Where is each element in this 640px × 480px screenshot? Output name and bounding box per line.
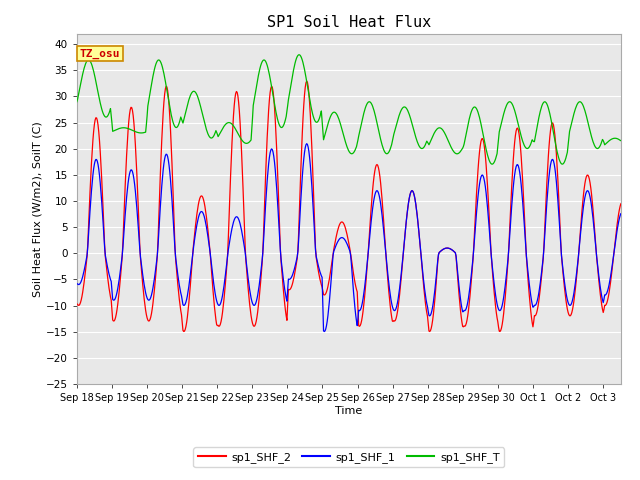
Title: SP1 Soil Heat Flux: SP1 Soil Heat Flux (267, 15, 431, 30)
Legend: sp1_SHF_2, sp1_SHF_1, sp1_SHF_T: sp1_SHF_2, sp1_SHF_1, sp1_SHF_T (193, 447, 504, 467)
X-axis label: Time: Time (335, 406, 362, 416)
Y-axis label: Soil Heat Flux (W/m2), SoilT (C): Soil Heat Flux (W/m2), SoilT (C) (33, 121, 43, 297)
Text: TZ_osu: TZ_osu (79, 48, 120, 59)
